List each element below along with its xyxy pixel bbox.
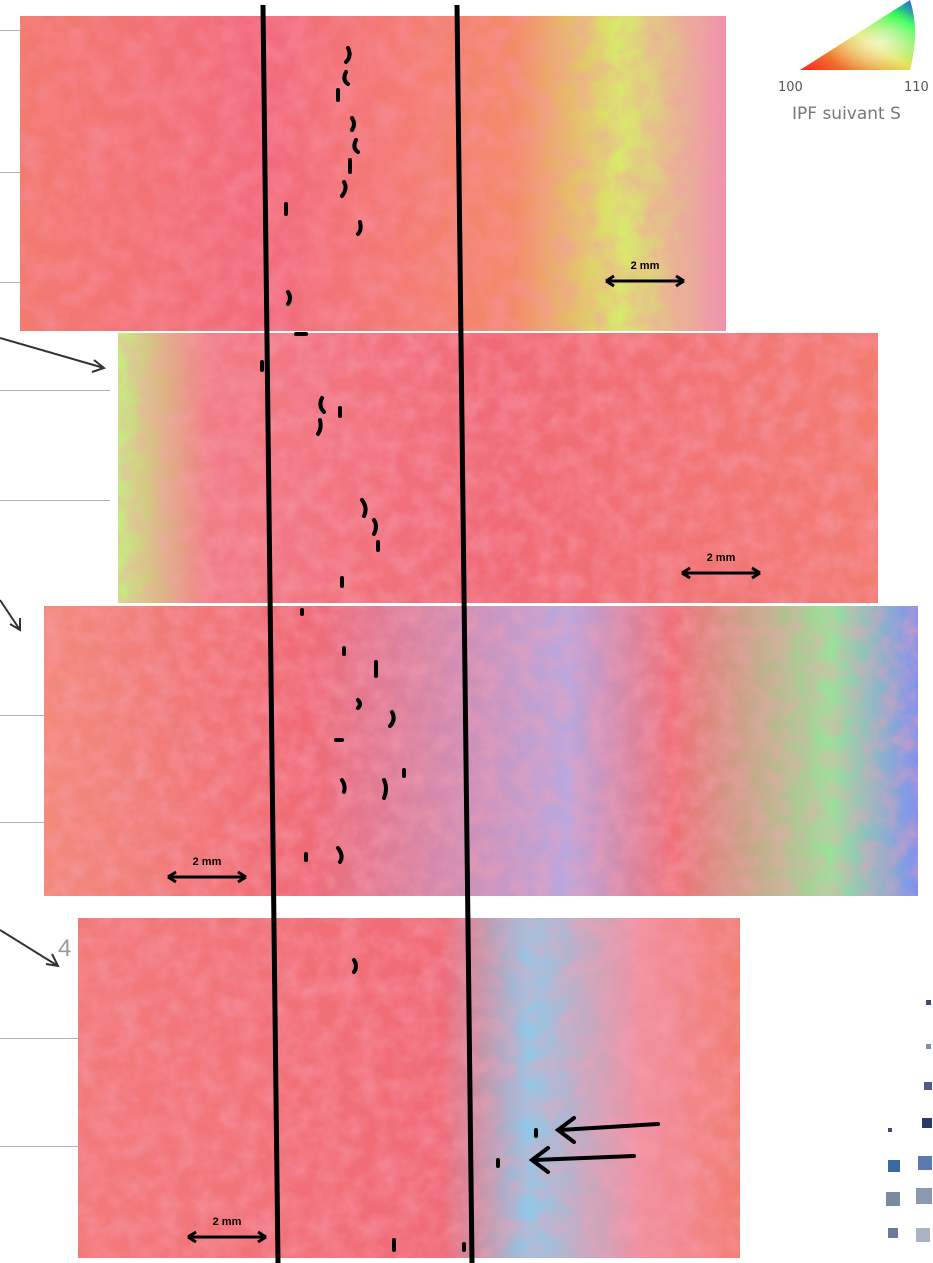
- background-digit: 4: [58, 935, 72, 962]
- scale-bar-label: 2 mm: [706, 552, 736, 564]
- ebsd-map-panel-3-image: [44, 606, 918, 896]
- ipf-legend-label-100: 100: [778, 80, 803, 95]
- double-arrow-icon: [681, 566, 761, 580]
- ebsd-map-panel-3: [44, 606, 918, 896]
- background-rule: [0, 715, 50, 716]
- ipf-color-triangle: [800, 0, 915, 70]
- double-arrow-icon: [167, 870, 247, 884]
- background-rule: [0, 500, 110, 501]
- ipf-legend: 100 110 IPF suivant S: [770, 0, 933, 130]
- scale-bar-panel-2: 2 mm: [680, 552, 762, 580]
- scale-bar-label: 2 mm: [630, 260, 660, 272]
- ebsd-map-panel-1: [20, 16, 726, 331]
- decorative-squares: [886, 1000, 932, 1242]
- double-arrow-icon: [187, 1230, 267, 1244]
- background-rule: [0, 282, 30, 283]
- background-rule: [0, 822, 50, 823]
- ipf-legend-label-110: 110: [904, 80, 929, 95]
- ipf-legend-title: IPF suivant S: [792, 104, 901, 124]
- ebsd-map-panel-2: [118, 333, 878, 603]
- ebsd-map-panel-4-image: [78, 918, 740, 1258]
- double-arrow-icon: [605, 274, 685, 288]
- scale-bar-label: 2 mm: [212, 1216, 242, 1228]
- scale-bar-panel-1: 2 mm: [604, 260, 686, 288]
- background-rule: [0, 172, 30, 173]
- background-rule: [0, 1146, 80, 1147]
- scale-bar-label: 2 mm: [192, 856, 222, 868]
- ebsd-map-panel-1-image: [20, 16, 726, 331]
- scale-bar-panel-3: 2 mm: [166, 856, 248, 884]
- scale-bar-panel-4: 2 mm: [186, 1216, 268, 1244]
- ebsd-map-panel-2-image: [118, 333, 878, 603]
- ebsd-map-panel-4: [78, 918, 740, 1258]
- background-rule: [0, 30, 30, 31]
- background-rule: [0, 390, 110, 391]
- background-rule: [0, 1038, 80, 1039]
